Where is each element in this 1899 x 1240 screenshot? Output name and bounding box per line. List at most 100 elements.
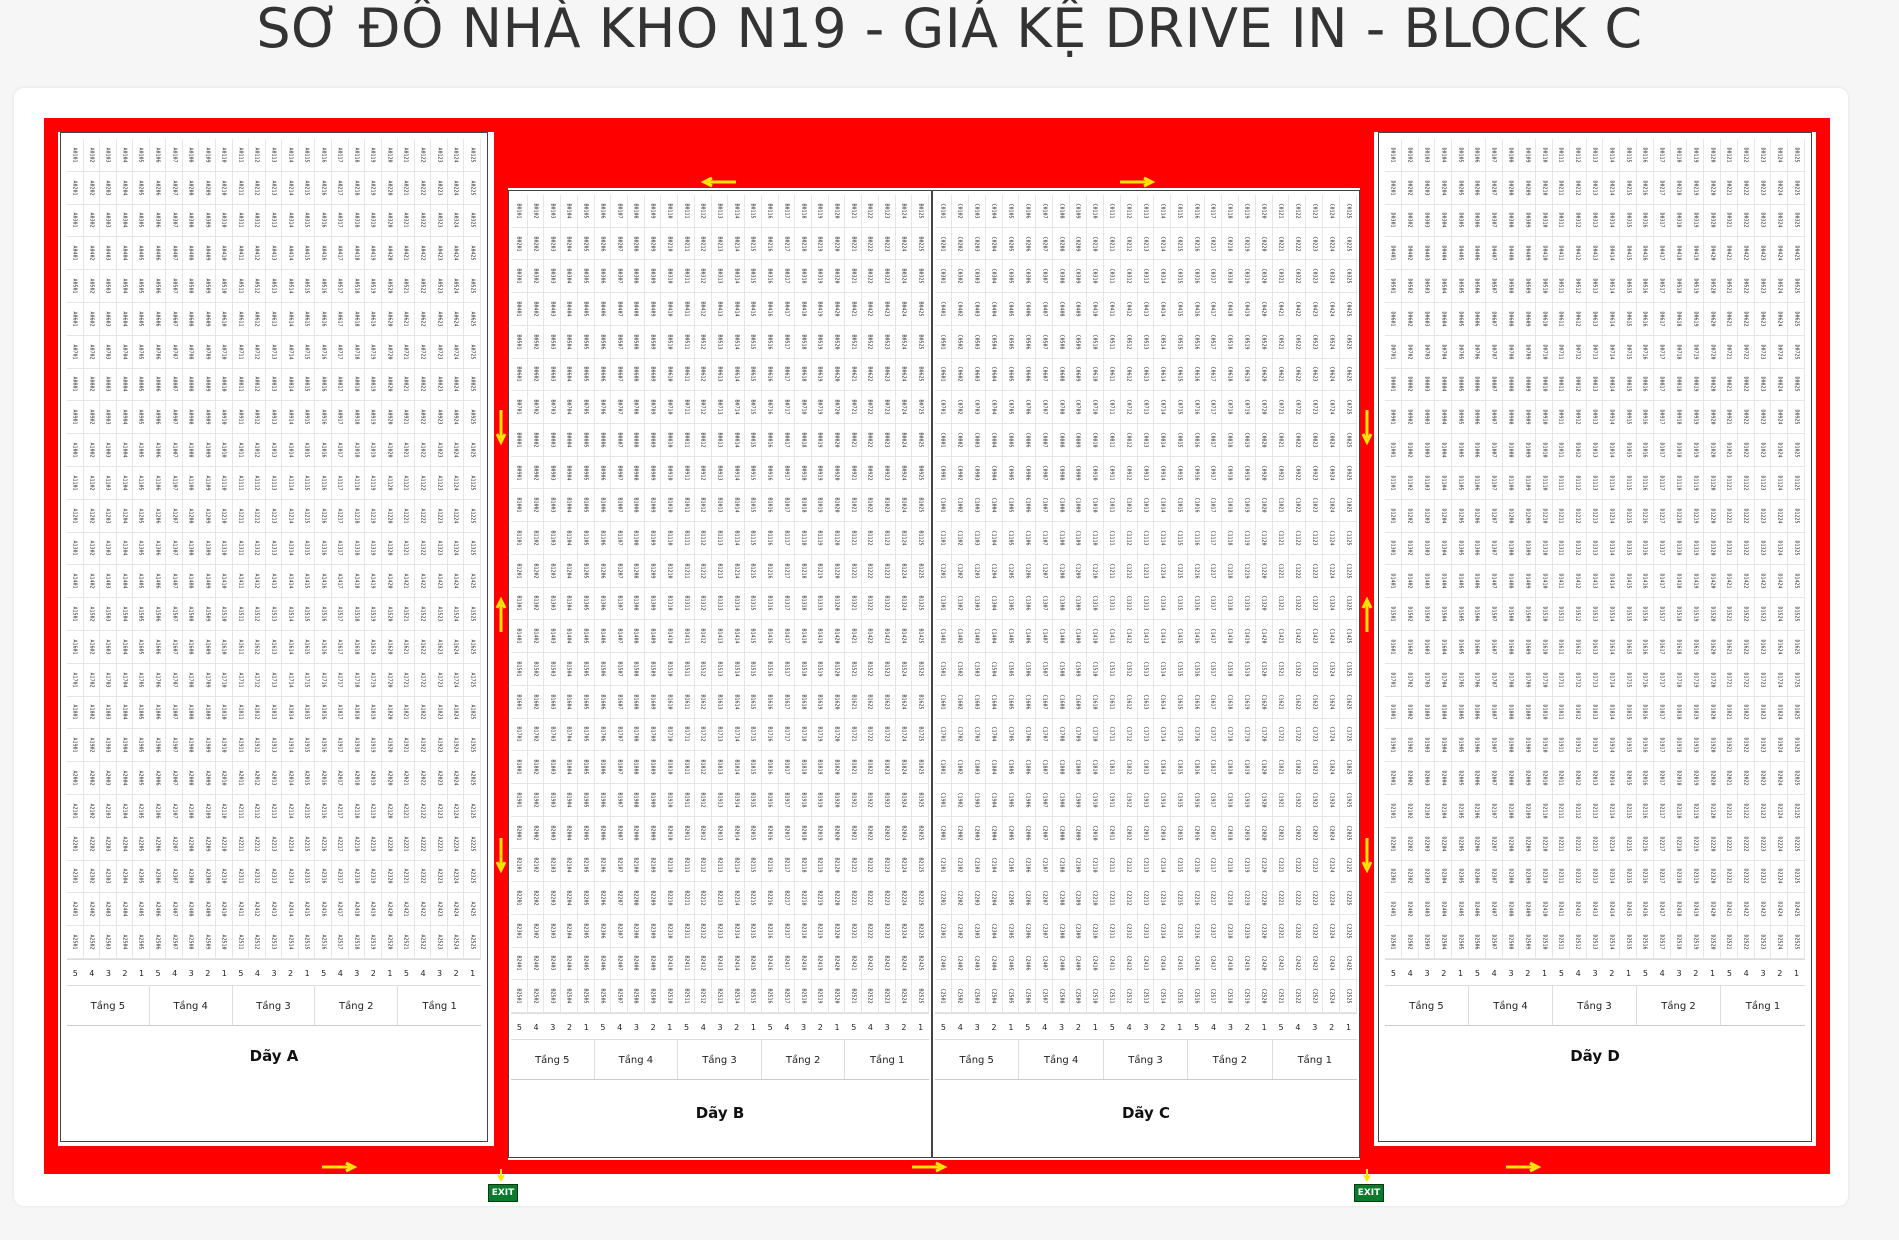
rack-slot[interactable]: D1410	[1536, 565, 1553, 599]
rack-slot[interactable]: D1921	[1720, 729, 1738, 763]
rack-slot[interactable]: C2517	[1205, 980, 1222, 1013]
rack-slot[interactable]: A0616	[315, 302, 332, 336]
rack-slot[interactable]: C1901	[935, 783, 952, 817]
rack-slot[interactable]: A1016	[315, 434, 332, 467]
rack-slot[interactable]: B1513	[711, 653, 729, 686]
rack-slot[interactable]: A1406	[149, 565, 167, 599]
rack-slot[interactable]: C1917	[1205, 783, 1222, 817]
rack-slot[interactable]: A0102	[83, 139, 101, 172]
rack-slot[interactable]: D1007	[1485, 434, 1503, 467]
rack-slot[interactable]: B0807	[611, 424, 629, 457]
rack-slot[interactable]: B0612	[694, 358, 712, 392]
rack-slot[interactable]: B0418	[795, 293, 812, 326]
rack-slot[interactable]: A1212	[249, 499, 266, 533]
rack-slot[interactable]: D0618	[1670, 302, 1688, 336]
rack-slot[interactable]: A2122	[414, 794, 432, 828]
rack-slot[interactable]: D0410	[1536, 237, 1553, 271]
rack-slot[interactable]: C2324	[1323, 914, 1341, 948]
rack-slot[interactable]: C0505	[1002, 325, 1020, 359]
rack-slot[interactable]: B0121	[845, 195, 863, 228]
rack-slot[interactable]: B1516	[761, 653, 779, 686]
rack-slot[interactable]: A1610	[216, 630, 233, 664]
rack-slot[interactable]: B1903	[544, 783, 562, 817]
rack-slot[interactable]: B1413	[711, 620, 729, 654]
rack-slot[interactable]: B0619	[811, 358, 829, 392]
rack-slot[interactable]: B2116	[761, 849, 779, 883]
rack-slot[interactable]: D1809	[1519, 696, 1537, 730]
rack-slot[interactable]: A1806	[149, 696, 167, 730]
rack-slot[interactable]: A0324	[447, 204, 465, 238]
rack-slot[interactable]: A1422	[414, 565, 432, 599]
rack-slot[interactable]: A0424	[447, 237, 465, 271]
rack-slot[interactable]: B0425	[912, 293, 929, 326]
rack-slot[interactable]: C1307	[1036, 587, 1054, 621]
rack-slot[interactable]: C0817	[1205, 424, 1222, 457]
rack-slot[interactable]: A2314	[282, 860, 299, 894]
rack-slot[interactable]: A2309	[199, 860, 217, 894]
rack-slot[interactable]: B0803	[544, 424, 562, 457]
rack-slot[interactable]: B0118	[795, 195, 812, 228]
rack-slot[interactable]: B2304	[561, 914, 578, 948]
rack-slot[interactable]: D0603	[1418, 302, 1436, 336]
rack-slot[interactable]: A0715	[298, 335, 316, 369]
rack-slot[interactable]: A1503	[100, 598, 117, 631]
rack-slot[interactable]: D1518	[1670, 598, 1688, 631]
rack-slot[interactable]: A0907	[166, 401, 183, 435]
rack-slot[interactable]: C0218	[1221, 227, 1239, 261]
rack-slot[interactable]: C0707	[1036, 391, 1054, 425]
rack-slot[interactable]: C1823	[1306, 751, 1324, 784]
rack-slot[interactable]: C0422	[1289, 293, 1307, 326]
rack-slot[interactable]: C1722	[1289, 718, 1307, 752]
rack-slot[interactable]: B0706	[594, 391, 612, 425]
rack-slot[interactable]: C2118	[1221, 849, 1239, 883]
rack-slot[interactable]: D2003	[1418, 762, 1436, 795]
rack-slot[interactable]: D1919	[1687, 729, 1705, 763]
rack-slot[interactable]: B0201	[511, 227, 528, 261]
rack-slot[interactable]: A1812	[249, 696, 266, 730]
rack-slot[interactable]: D0623	[1754, 302, 1772, 336]
rack-slot[interactable]: C1403	[968, 620, 986, 654]
rack-slot[interactable]: C0811	[1103, 424, 1121, 457]
rack-slot[interactable]: A0317	[331, 204, 349, 238]
rack-slot[interactable]: C2312	[1120, 914, 1138, 948]
rack-slot[interactable]: D0606	[1468, 302, 1486, 336]
rack-slot[interactable]: C1012	[1120, 489, 1138, 523]
rack-slot[interactable]: D1808	[1502, 696, 1520, 730]
rack-slot[interactable]: C1401	[935, 620, 952, 654]
rack-slot[interactable]: C2013	[1137, 816, 1155, 850]
rack-slot[interactable]: B1109	[644, 522, 662, 555]
rack-slot[interactable]: B2004	[561, 816, 578, 850]
rack-slot[interactable]: B0116	[761, 195, 779, 228]
rack-slot[interactable]: B0218	[795, 227, 812, 261]
rack-slot[interactable]: D1324	[1771, 532, 1789, 566]
rack-slot[interactable]: D0416	[1636, 237, 1654, 271]
rack-slot[interactable]: B2114	[728, 849, 746, 883]
rack-slot[interactable]: D1916	[1636, 729, 1654, 763]
rack-slot[interactable]: B1719	[811, 718, 829, 752]
rack-slot[interactable]: A2416	[315, 893, 332, 927]
rack-slot[interactable]: C1806	[1019, 751, 1037, 784]
rack-slot[interactable]: A1701	[67, 663, 84, 697]
rack-slot[interactable]: A2410	[216, 893, 233, 927]
rack-slot[interactable]: B2201	[511, 882, 528, 915]
rack-slot[interactable]: A1506	[149, 598, 167, 631]
rack-slot[interactable]: B1822	[862, 751, 879, 784]
rack-slot[interactable]: C2505	[1002, 980, 1020, 1013]
rack-slot[interactable]: D2311	[1552, 860, 1570, 894]
rack-slot[interactable]: C2219	[1238, 882, 1256, 915]
rack-slot[interactable]: D0420	[1704, 237, 1721, 271]
rack-slot[interactable]: B0605	[577, 358, 595, 392]
rack-slot[interactable]: D1802	[1401, 696, 1419, 730]
rack-slot[interactable]: C2103	[968, 849, 986, 883]
rack-slot[interactable]: A1009	[199, 434, 217, 467]
rack-slot[interactable]: C0423	[1306, 293, 1324, 326]
rack-slot[interactable]: D1513	[1586, 598, 1604, 631]
rack-slot[interactable]: D0218	[1670, 171, 1688, 205]
rack-slot[interactable]: D1725	[1788, 663, 1805, 697]
rack-slot[interactable]: B0814	[728, 424, 746, 457]
rack-slot[interactable]: A1523	[431, 598, 448, 631]
rack-slot[interactable]: B2011	[678, 816, 695, 850]
rack-slot[interactable]: C0319	[1238, 260, 1256, 294]
rack-slot[interactable]: B1920	[828, 783, 846, 817]
rack-slot[interactable]: B1909	[644, 783, 662, 817]
